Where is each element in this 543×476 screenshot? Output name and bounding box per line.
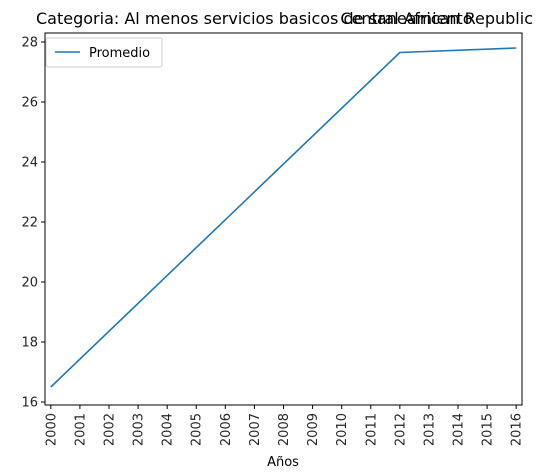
series-layer (50, 47, 517, 388)
legend-box (45, 37, 163, 68)
legend-label-promedio: Promedio (89, 46, 150, 61)
x-axis-ticks: 2000 2001 2002 2003 2004 2005 2006 2007 2008 2009… (44, 405, 525, 446)
x-tick-label: 2010 (335, 413, 350, 446)
x-axis-label: Años (267, 455, 299, 470)
x-tick-label: 2003 (132, 413, 147, 446)
x-tick-label: 2007 (248, 413, 263, 446)
x-tick-label: 2006 (219, 413, 234, 446)
chart-title-right: Central African Republic (340, 9, 533, 28)
x-tick-label: 2015 (481, 413, 496, 446)
y-tick-label: 22 (21, 216, 38, 231)
y-tick-label: 28 (21, 36, 38, 51)
y-tick-label: 16 (21, 396, 38, 411)
y-tick-label: 26 (21, 96, 38, 111)
x-tick-label: 2008 (277, 413, 292, 446)
x-tick-label: 2014 (452, 413, 467, 446)
x-tick-label: 2011 (364, 413, 379, 446)
x-tick-label: 2016 (510, 413, 525, 446)
y-tick-label: 24 (21, 156, 38, 171)
x-tick-label: 2013 (422, 413, 437, 446)
x-tick-label: 2001 (73, 413, 88, 446)
legend: Promedio (45, 37, 163, 68)
x-tick-label: 2002 (102, 413, 117, 446)
plot-frame (44, 32, 523, 406)
x-tick-label: 2000 (44, 413, 59, 446)
x-tick-label: 2005 (190, 413, 205, 446)
x-tick-label: 2009 (306, 413, 321, 446)
y-tick-label: 18 (21, 336, 38, 351)
series-line-promedio (50, 47, 517, 388)
y-axis-ticks: 16 18 20 22 24 26 28 (21, 36, 45, 411)
chart-title-left: Categoria: Al menos servicios basicos de… (36, 9, 473, 28)
y-tick-label: 20 (21, 276, 38, 291)
x-tick-label: 2004 (161, 413, 176, 446)
x-tick-label: 2012 (393, 413, 408, 446)
